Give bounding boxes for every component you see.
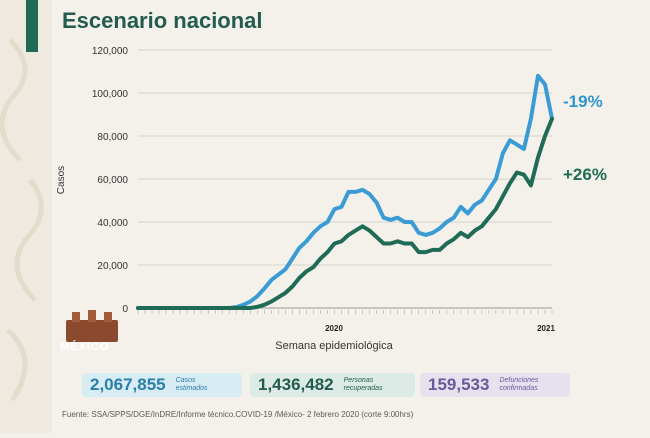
grid <box>138 49 552 309</box>
stat-label: Personas recuperadas <box>343 377 383 392</box>
annotation-estimados: -19% <box>563 92 603 111</box>
mexico-logo <box>66 310 118 342</box>
x-year-label-2020: 2020 <box>325 324 343 333</box>
x-axis-ticks <box>137 310 553 314</box>
accent-bar <box>26 0 38 52</box>
stat-value: 1,436,482 <box>258 375 334 394</box>
ornament-pattern <box>0 38 44 402</box>
page-title: Escenario nacional <box>62 8 263 33</box>
y-tick-label: 20,000 <box>97 261 128 272</box>
y-tick-label: 0 <box>122 304 128 315</box>
y-tick-label: 120,000 <box>92 46 129 57</box>
y-axis-label: Casos <box>56 166 67 194</box>
series <box>136 73 554 310</box>
stat-value: 159,533 <box>428 375 490 394</box>
y-axis-ticks: 0 20,000 40,000 60,000 80,000 100,000 120,000 <box>92 46 129 315</box>
stat-value: 2,067,855 <box>90 375 166 394</box>
left-decorative-strip <box>0 0 52 433</box>
stat-personas-recuperadas: 1,436,482 Personas recuperadas <box>250 373 415 397</box>
stat-label: Casos estimados <box>175 377 208 392</box>
source-note: Fuente: SSA/SPPS/DGE/InDRE/Informe técni… <box>62 410 414 419</box>
series-line-estimados <box>136 73 554 310</box>
series-line-confirmados <box>136 116 554 310</box>
x-axis-label: Semana epidemiológica <box>275 340 393 352</box>
stat-defunciones-confirmadas: 159,533 Defunciones confirmadas <box>420 373 570 397</box>
annotation-confirmados: +26% <box>563 165 607 184</box>
y-tick-label: 60,000 <box>97 175 128 186</box>
y-tick-label: 80,000 <box>97 132 128 143</box>
y-tick-label: 100,000 <box>92 89 129 100</box>
stat-label: Defunciones confirmadas <box>499 377 539 392</box>
y-tick-label: 40,000 <box>97 218 128 229</box>
logo-wordmark: MÉXICO <box>60 341 110 353</box>
stat-casos-estimados: 2,067,855 Casos estimados <box>82 373 242 397</box>
x-year-label-2021: 2021 <box>537 324 555 333</box>
